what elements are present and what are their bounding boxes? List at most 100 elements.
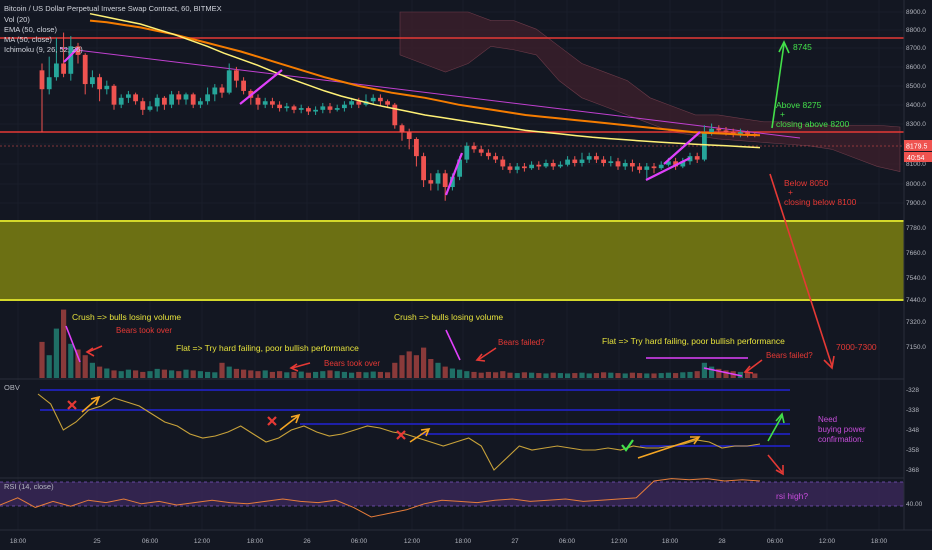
volume-bar (205, 371, 211, 378)
bull-candle (608, 161, 614, 164)
bull-candle (212, 87, 218, 95)
obv-markers (67, 400, 634, 452)
bear-candle (550, 163, 556, 167)
ema-50-line (89, 19, 761, 137)
bull-candle (579, 159, 585, 164)
rsi-band (0, 482, 904, 506)
price-tick-label: 8900.0 (906, 9, 926, 16)
annotation-texts: 8745 Above 8275 + closing above 8200 Bel… (72, 42, 877, 501)
rsi-line (0, 478, 761, 518)
volume-bar (197, 371, 203, 378)
bear-candle (327, 106, 333, 110)
arrow-bears-failed-2 (745, 359, 763, 373)
bull-candle (147, 106, 153, 110)
time-tick-label: 06:00 (351, 538, 368, 545)
volume-bar (615, 373, 621, 378)
bear-candle (594, 156, 599, 160)
bear-candle (190, 94, 196, 105)
volume-bar (277, 371, 283, 378)
bull-candle (680, 161, 686, 167)
volume-bar (133, 370, 139, 378)
time-tick-label: 12:00 (404, 538, 421, 545)
time-tick-label: 18:00 (871, 538, 888, 545)
volume-bar (449, 368, 455, 378)
bear-candle (694, 156, 700, 160)
price-tick-label: 8400.0 (906, 102, 926, 109)
volume-bar (97, 366, 103, 378)
bull-candle (435, 173, 441, 184)
price-tick-label: 7780.0 (906, 225, 926, 232)
volume-bar (313, 371, 319, 378)
price-tick-label: 8000.0 (906, 181, 926, 188)
price-tick-label: 8600.0 (906, 64, 926, 71)
volume-bar (694, 371, 700, 378)
bull-candle (529, 164, 534, 169)
price-tick-label: 8700.0 (906, 45, 926, 52)
volume-bar (536, 373, 542, 378)
arrow-bears-failed-1 (477, 347, 497, 361)
bear-candle (572, 159, 578, 164)
bull-candle (334, 108, 340, 110)
volume-bar (471, 371, 477, 378)
price-tick-label: 8300.0 (906, 121, 926, 128)
time-axis-ticks: 18:00 25 06:00 12:00 18:00 26 06:00 12:00 18:00 2… (10, 538, 888, 545)
rsi-axis-tick: 40.00 (906, 501, 923, 508)
label-need-3: confirmation. (818, 435, 864, 444)
price-tick-label: 7900.0 (906, 200, 926, 207)
volume-bar (550, 372, 556, 378)
label-below-plus: + (788, 187, 793, 197)
time-tick-label: 06:00 (559, 538, 576, 545)
bull-candle (644, 166, 650, 170)
chart-legend: Bitcoin / US Dollar Perpetual Inverse Sw… (4, 4, 222, 54)
volume-bar (82, 355, 88, 378)
volume-bar (89, 362, 95, 378)
volume-bar (255, 371, 261, 378)
price-tick-label: 8100.0 (906, 161, 926, 168)
study-ichimoku: Ichimoku (9, 26, 52, 26) (4, 45, 83, 54)
volume-bar (651, 373, 657, 378)
label-above-2: closing above 8200 (776, 119, 850, 129)
volume-bar (709, 366, 715, 378)
volume-bar (377, 371, 383, 378)
bear-candle (651, 166, 657, 169)
bull-candle (514, 166, 520, 170)
volume-bar (190, 370, 196, 378)
bull-candle (457, 159, 462, 177)
last-price-tag (904, 140, 932, 151)
volume-bar (320, 371, 326, 378)
volume-bar (593, 373, 599, 378)
bear-candle (486, 152, 491, 157)
volume-bar (745, 372, 751, 378)
volume-bar (169, 370, 175, 378)
bull-candle (464, 145, 470, 160)
price-tick-label: 7440.0 (906, 297, 926, 304)
bear-candle (176, 94, 182, 100)
label-flat-left: Flat => Try hard failing, poor bullish p… (176, 343, 359, 353)
time-tick-label: 25 (93, 538, 101, 545)
volume-bar (269, 371, 275, 378)
bull-candle (104, 85, 110, 90)
volume-bar (356, 371, 362, 378)
volume-bar (370, 371, 376, 378)
label-crush-left: Crush => bulls losing volume (72, 312, 181, 322)
study-ma: MA (50, close) (4, 35, 52, 44)
volume-bar (680, 372, 686, 378)
volume-bar (233, 368, 239, 378)
bull-candle (126, 94, 131, 98)
price-axis-bg (904, 0, 932, 550)
volume-bar (385, 372, 391, 378)
volume-bar (658, 373, 664, 378)
check-marker (621, 439, 634, 452)
x-marker-3 (396, 430, 406, 440)
volume-bar (241, 369, 247, 378)
bull-candle (46, 77, 52, 90)
bear-candle (219, 87, 225, 93)
volume-bar (284, 372, 290, 378)
bull-candle (370, 97, 376, 102)
arrow-up-green (771, 43, 785, 129)
volume-bar (226, 366, 232, 378)
price-tick-label: 7150.0 (906, 344, 926, 351)
volume-bar (219, 362, 225, 378)
countdown-value: 40:54 (907, 155, 925, 162)
